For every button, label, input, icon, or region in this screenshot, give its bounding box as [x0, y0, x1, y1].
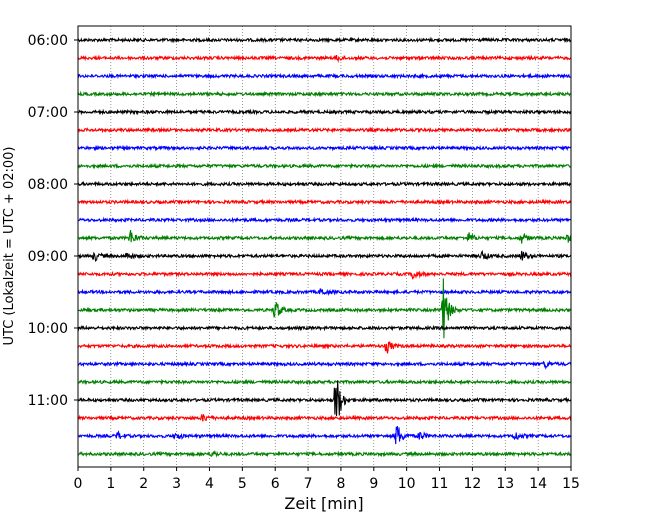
x-tick-label: 2 [139, 476, 148, 492]
seismic-trace [77, 108, 572, 116]
x-tick-label: 6 [271, 476, 280, 492]
y-axis-ticks: 06:00 07:00 08:00 09:00 10:00 11:00 [28, 33, 78, 409]
seismic-trace [77, 378, 572, 386]
x-tick-label: 5 [238, 476, 247, 492]
seismic-trace [77, 229, 572, 244]
seismic-trace [77, 380, 572, 417]
y-tick-label: 11:00 [28, 393, 68, 409]
seismic-trace [77, 216, 572, 224]
seismic-trace [77, 324, 572, 332]
x-axis-ticks: 0 1 2 3 4 5 6 7 8 9 10 11 12 13 14 15 [74, 467, 580, 492]
traces [77, 36, 572, 458]
seismic-trace [77, 72, 572, 80]
x-tick-label: 8 [336, 476, 345, 492]
seismic-trace [77, 414, 572, 422]
x-tick-label: 12 [463, 476, 481, 492]
y-axis-title: UTC (Lokalzeit = UTC + 02:00) [2, 147, 17, 346]
x-tick-label: 4 [205, 476, 214, 492]
x-tick-label: 11 [431, 476, 449, 492]
seismic-trace [77, 288, 572, 297]
seismic-trace [77, 360, 572, 370]
seismic-trace [77, 144, 572, 152]
seismic-trace [77, 449, 572, 458]
seismic-trace [77, 126, 572, 134]
x-tick-label: 7 [304, 476, 313, 492]
seismic-trace [77, 341, 572, 354]
x-tick-label: 15 [562, 476, 580, 492]
seismic-trace [77, 425, 572, 445]
y-tick-label: 07:00 [28, 105, 68, 121]
x-tick-label: 13 [496, 476, 514, 492]
seismic-trace [77, 54, 572, 63]
x-tick-label: 9 [369, 476, 378, 492]
seismic-trace [77, 36, 572, 44]
seismic-trace [77, 180, 572, 188]
seismic-trace [77, 162, 572, 170]
x-tick-label: 14 [529, 476, 547, 492]
seismic-trace [77, 198, 572, 206]
seismic-trace [77, 270, 572, 280]
x-tick-label: 10 [398, 476, 416, 492]
seismic-trace [77, 249, 572, 263]
x-axis-title: Zeit [min] [284, 494, 363, 513]
y-tick-label: 09:00 [28, 249, 68, 265]
y-tick-label: 10:00 [28, 321, 68, 337]
x-tick-label: 3 [172, 476, 181, 492]
x-tick-label: 0 [74, 476, 83, 492]
y-tick-label: 08:00 [28, 177, 68, 193]
seismic-trace [77, 90, 572, 98]
plot-frame [77, 25, 572, 468]
y-tick-label: 06:00 [28, 33, 68, 49]
seismic-trace [77, 278, 572, 339]
x-tick-label: 1 [106, 476, 115, 492]
